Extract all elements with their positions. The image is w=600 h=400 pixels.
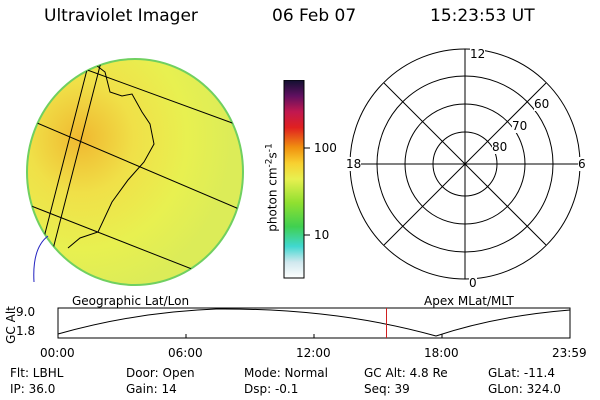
polar-plot <box>349 48 581 280</box>
lat-label-60: 60 <box>534 97 550 111</box>
glat-info: GLat: -11.4 <box>488 366 555 380</box>
mlt-label-6: 6 <box>578 157 586 171</box>
glon-info: GLon: 324.0 <box>488 382 561 396</box>
mode-info: Mode: Normal <box>244 366 328 380</box>
filter-info: Flt: LBHL <box>10 366 64 380</box>
gc-alt-info: GC Alt: 4.8 Re <box>364 366 448 380</box>
uv-earth-image <box>26 58 244 286</box>
colorbar-label: photon cm-2s-1 <box>264 143 280 232</box>
door-info: Door: Open <box>126 366 195 380</box>
y-tick-1-8: 1.8 <box>16 324 36 338</box>
time-label: 15:23:53 UT <box>430 6 535 26</box>
colorbar-tick-10: 10 <box>314 228 330 242</box>
coastline-north <box>59 59 91 65</box>
x-tick-0000: 00:00 <box>40 346 75 360</box>
x-tick-2359: 23:59 <box>552 346 587 360</box>
altitude-plot <box>57 307 571 339</box>
x-tick-1800: 18:00 <box>424 346 459 360</box>
mlt-label-12: 12 <box>470 47 486 61</box>
geographic-label: Geographic Lat/Lon <box>72 294 190 308</box>
gain-info: Gain: 14 <box>126 382 177 396</box>
altitude-curve <box>57 308 571 337</box>
seq-info: Seq: 39 <box>364 382 410 396</box>
dsp-info: Dsp: -0.1 <box>244 382 299 396</box>
x-tick-0600: 06:00 <box>168 346 203 360</box>
mlt-label-18: 18 <box>346 157 362 171</box>
colorbar-tick-100: 100 <box>314 141 337 155</box>
instrument-title: Ultraviolet Imager <box>44 6 198 26</box>
date-label: 06 Feb 07 <box>272 6 357 26</box>
coastline <box>67 61 155 249</box>
ip-info: IP: 36.0 <box>10 382 56 396</box>
apex-label: Apex MLat/MLT <box>424 294 514 308</box>
lat-label-80: 80 <box>492 140 508 154</box>
y-tick-9: 9.0 <box>16 305 36 319</box>
grid-latitude-1 <box>59 59 243 129</box>
colorbar <box>283 80 310 279</box>
grid-latitude-2 <box>27 113 243 213</box>
terminator-track <box>33 235 49 283</box>
mlt-label-0: 0 <box>469 276 477 290</box>
lat-label-70: 70 <box>512 119 528 133</box>
x-tick-1200: 12:00 <box>296 346 331 360</box>
